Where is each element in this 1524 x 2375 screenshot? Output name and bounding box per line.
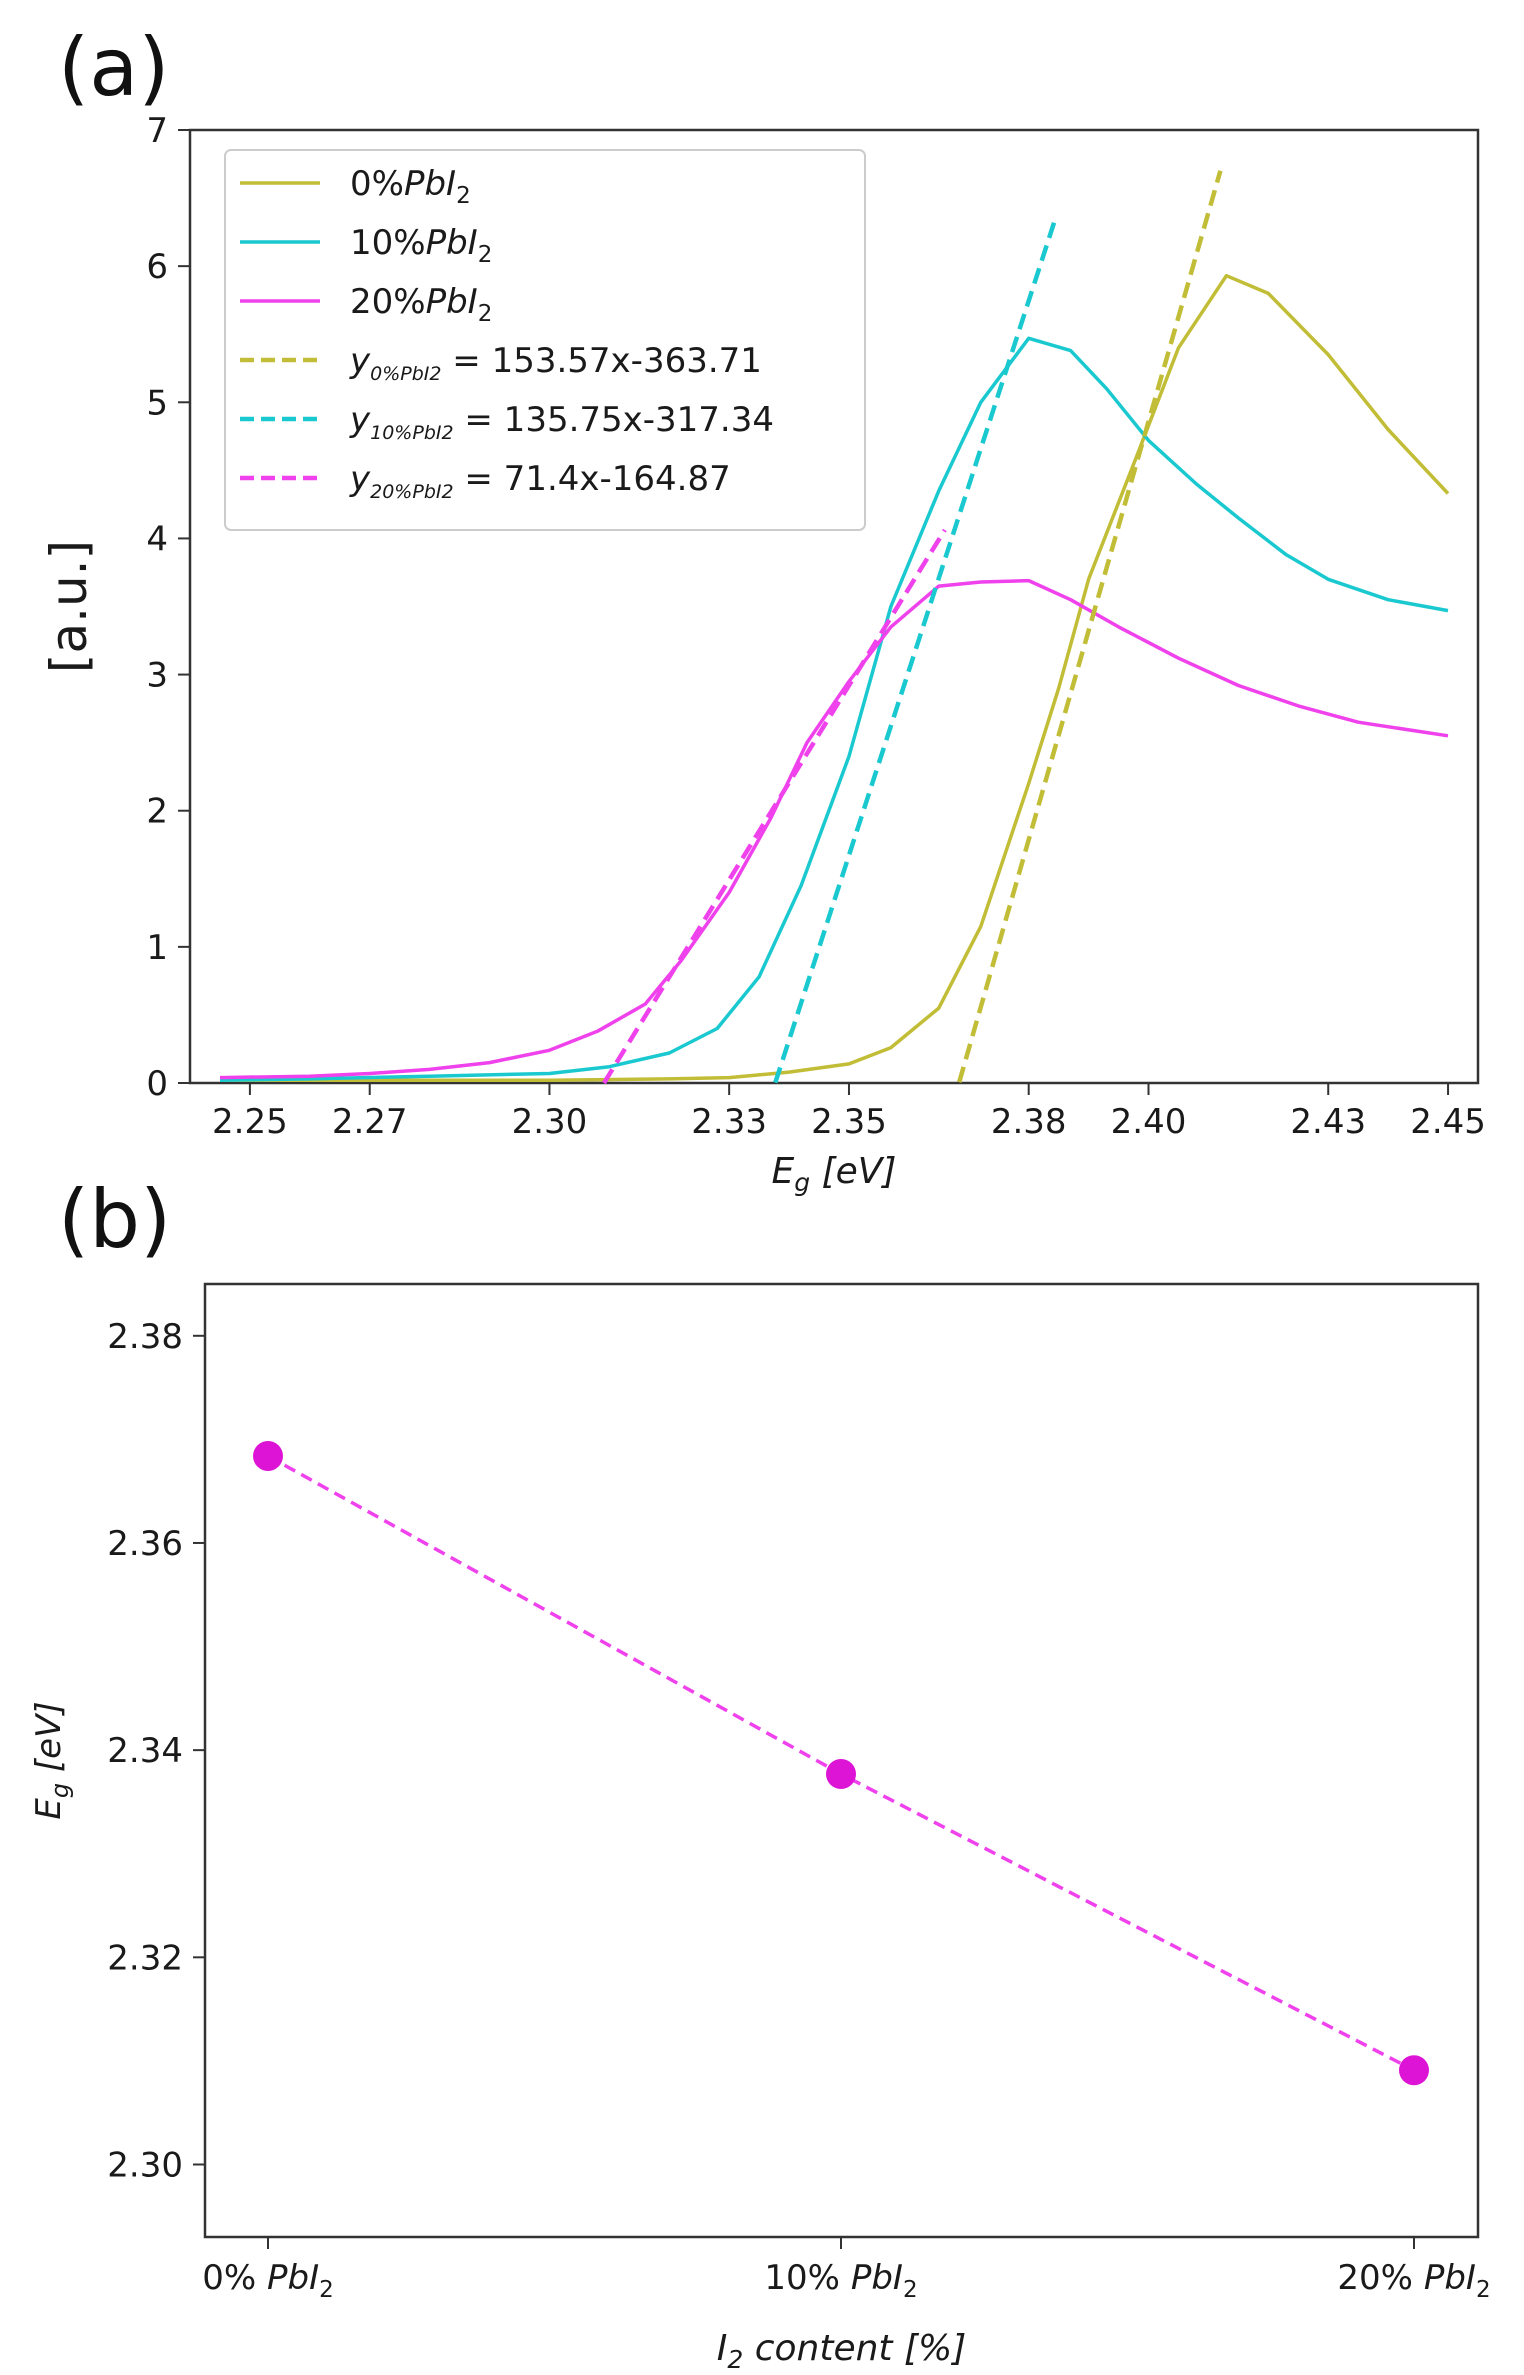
data-point-0 bbox=[253, 1440, 283, 1471]
x-tick-label-a: 2.27 bbox=[332, 1102, 408, 1142]
chart-a: 2.25 2.27 2.30 2.33 2.35 2.38 2.40 2.43 2.45 0 1 2 3… bbox=[40, 111, 1486, 1197]
x-tick-label-a: 2.45 bbox=[1410, 1102, 1486, 1142]
y-axis-label-b: Eg [eV] bbox=[29, 1701, 74, 1819]
panel-label-a: (a) bbox=[58, 21, 170, 114]
fit-line-4 bbox=[773, 216, 1058, 1084]
y-axis-label-a: [a.u.] bbox=[40, 540, 98, 673]
x-tick-label-a: 2.38 bbox=[991, 1102, 1067, 1142]
fit-line-3 bbox=[957, 170, 1223, 1083]
y-tick-label-b: 2.36 bbox=[107, 1524, 183, 1564]
x-tick-label-a: 2.43 bbox=[1290, 1102, 1366, 1142]
legend-label-1: 10%PbI2 bbox=[350, 223, 492, 268]
x-tick-label-b: 20% PbI2 bbox=[1337, 2258, 1490, 2303]
y-tick-label-b: 2.34 bbox=[107, 1731, 183, 1771]
x-tick-label-a: 2.40 bbox=[1111, 1102, 1187, 1142]
legend-label-2: 20%PbI2 bbox=[350, 282, 492, 327]
series-line-0 bbox=[220, 273, 1450, 1083]
plot-frame-a bbox=[188, 128, 1480, 1085]
x-tick-label-a: 2.25 bbox=[212, 1102, 288, 1142]
legend-label-0: 0%PbI2 bbox=[350, 164, 471, 209]
x-tick-label-b: 0% PbI2 bbox=[202, 2258, 334, 2303]
y-tick-label-a: 6 bbox=[146, 247, 168, 287]
y-tick-label-b: 2.30 bbox=[107, 2145, 183, 2185]
data-point-1 bbox=[826, 1758, 856, 1789]
y-tick-label-a: 4 bbox=[146, 519, 168, 559]
y-tick-label-b: 2.32 bbox=[107, 1938, 183, 1978]
x-axis-label-a: Eg [eV] bbox=[772, 1151, 897, 1197]
series-line-2 bbox=[219, 578, 1449, 1080]
x-axis-label-b: I2 content [%] bbox=[717, 2328, 967, 2374]
x-tick-label-b: 10% PbI2 bbox=[764, 2258, 917, 2303]
legend-label-3: y0%PbI2 = 153.57x-363.71 bbox=[349, 341, 762, 385]
series-line-1 bbox=[219, 336, 1449, 1083]
y-tick-label-a: 0 bbox=[146, 1064, 168, 1104]
y-tick-label-a: 5 bbox=[146, 383, 168, 423]
x-tick-label-a: 2.35 bbox=[811, 1102, 887, 1142]
y-tick-label-a: 1 bbox=[146, 928, 168, 968]
x-tick-label-a: 2.33 bbox=[691, 1102, 767, 1142]
y-tick-label-a: 3 bbox=[146, 656, 168, 696]
x-tick-label-a: 2.30 bbox=[512, 1102, 588, 1142]
legend-label-5: y20%PbI2 = 71.4x-164.87 bbox=[349, 459, 731, 503]
data-point-2 bbox=[1399, 2055, 1429, 2086]
y-tick-label-a: 7 bbox=[146, 111, 168, 151]
y-tick-label-a: 2 bbox=[146, 792, 168, 832]
chart-b: 2.30 2.32 2.34 2.36 2.38 0% PbI2 10% PbI2 20% P… bbox=[29, 1282, 1491, 2374]
legend-box-a bbox=[224, 149, 866, 531]
legend-label-4: y10%PbI2 = 135.75x-317.34 bbox=[349, 400, 774, 444]
y-tick-label-b: 2.38 bbox=[107, 1317, 183, 1357]
fit-line-5 bbox=[602, 528, 947, 1085]
panel-label-b: (b) bbox=[58, 1173, 172, 1266]
